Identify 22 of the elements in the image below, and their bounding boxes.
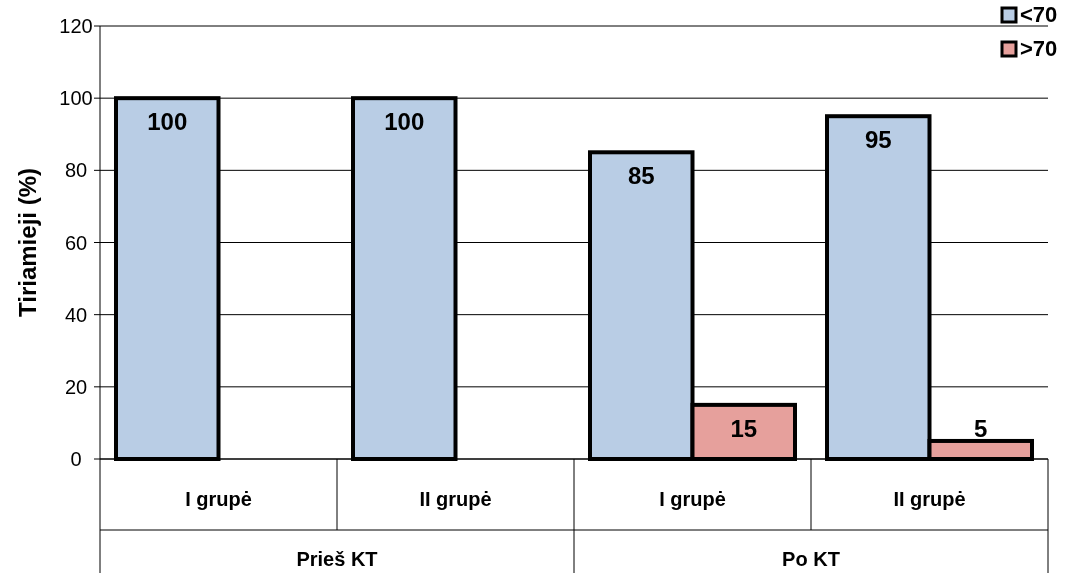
legend-label: >70	[1020, 36, 1058, 61]
x-tick-label: II grupė	[419, 488, 492, 510]
y-tick-label: 20	[64, 375, 88, 398]
data-label: 100	[147, 108, 188, 136]
legend-label: <70	[1020, 2, 1058, 27]
y-tick-label: 60	[64, 231, 88, 254]
y-tick-label: 120	[59, 15, 93, 37]
y-axis-title: Tiriamieji (%)	[14, 168, 41, 317]
x-tick-label: I grupė	[659, 488, 726, 510]
data-label: 85	[627, 162, 655, 190]
text: Po KT	[782, 548, 840, 570]
y-tick-label: 40	[64, 303, 88, 326]
data-label: 15	[730, 414, 758, 442]
y-tick-label: 0	[70, 448, 82, 470]
data-label: 95	[864, 126, 892, 154]
text: Prieš KT	[296, 548, 378, 570]
x-tick-label: I grupė	[185, 488, 252, 510]
y-tick-label: 100	[59, 87, 93, 110]
x-tick-label: II grupė	[893, 488, 966, 510]
data-label: 100	[384, 108, 425, 136]
data-label: 5	[974, 414, 988, 442]
y-tick-label: 80	[64, 159, 88, 182]
